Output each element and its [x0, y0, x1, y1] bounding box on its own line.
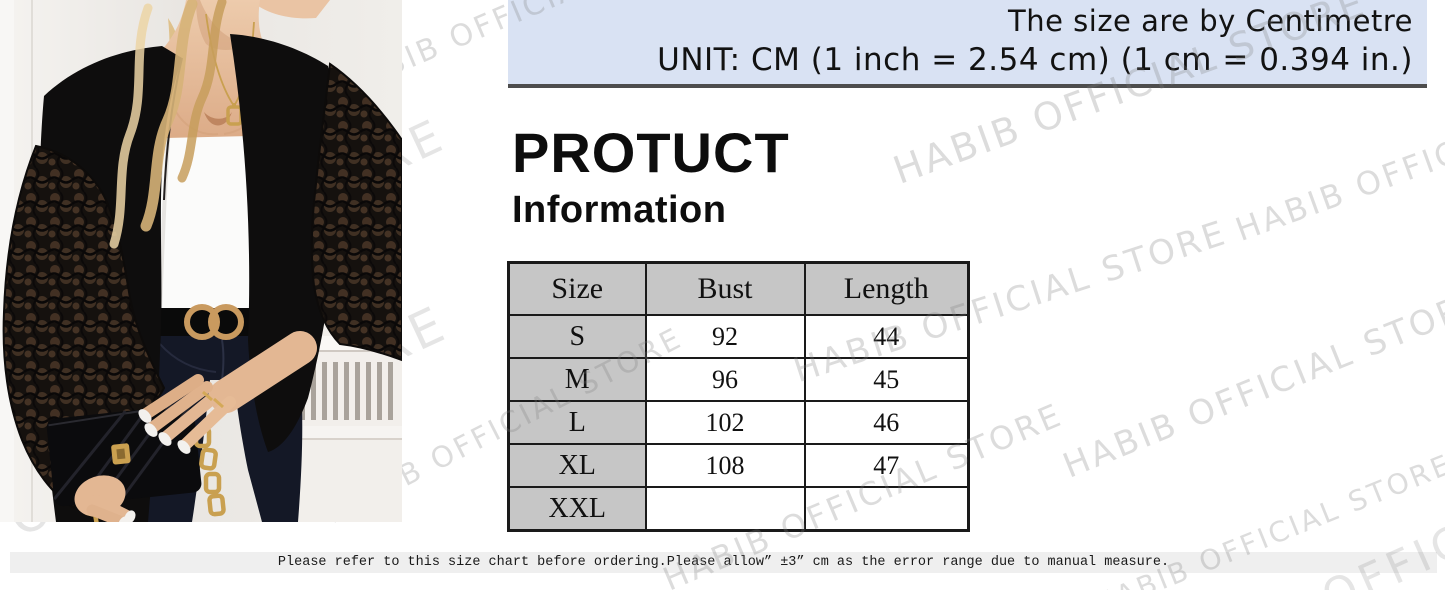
size-cell: M [507, 357, 647, 402]
size-cell: XL [507, 443, 647, 488]
banner-underline [508, 84, 1427, 88]
length-cell: 46 [803, 400, 970, 445]
table-header-row: Size Bust Length [507, 261, 970, 316]
length-cell: 45 [803, 357, 970, 402]
bust-cell: 108 [644, 443, 806, 488]
table-row: XXL [507, 486, 970, 532]
col-header-length: Length [803, 261, 970, 316]
heading-subtitle: Information [512, 189, 727, 231]
product-photo [0, 0, 402, 522]
table-row: L 102 46 [507, 400, 970, 445]
length-cell: 47 [803, 443, 970, 488]
table-row: M 96 45 [507, 357, 970, 402]
product-photo-illustration [0, 0, 402, 522]
bust-cell: 92 [644, 314, 806, 359]
col-header-size: Size [507, 261, 647, 316]
size-cell: S [507, 314, 647, 359]
bust-cell: 96 [644, 357, 806, 402]
unit-banner: The size are by Centimetre UNIT: CM (1 i… [508, 0, 1427, 84]
length-cell [803, 486, 970, 532]
table-row: XL 108 47 [507, 443, 970, 488]
size-chart-table: Size Bust Length S 92 44 M 96 45 L 102 46 XL 108 47… [507, 261, 970, 532]
footnote-text: Please refer to this size chart before o… [277, 555, 1170, 570]
banner-line1: The size are by Centimetre [1008, 4, 1413, 38]
product-heading: PROTUCT Information [512, 122, 790, 232]
heading-title: PROTUCT [512, 121, 790, 184]
bust-cell: 102 [644, 400, 806, 445]
length-cell: 44 [803, 314, 970, 359]
size-cell: XXL [507, 486, 647, 532]
bust-cell [644, 486, 806, 532]
footnote-bar: Please refer to this size chart before o… [10, 552, 1437, 573]
banner-line2: UNIT: CM (1 inch = 2.54 cm) (1 cm = 0.39… [657, 42, 1413, 78]
table-row: S 92 44 [507, 314, 970, 359]
size-cell: L [507, 400, 647, 445]
col-header-bust: Bust [644, 261, 806, 316]
